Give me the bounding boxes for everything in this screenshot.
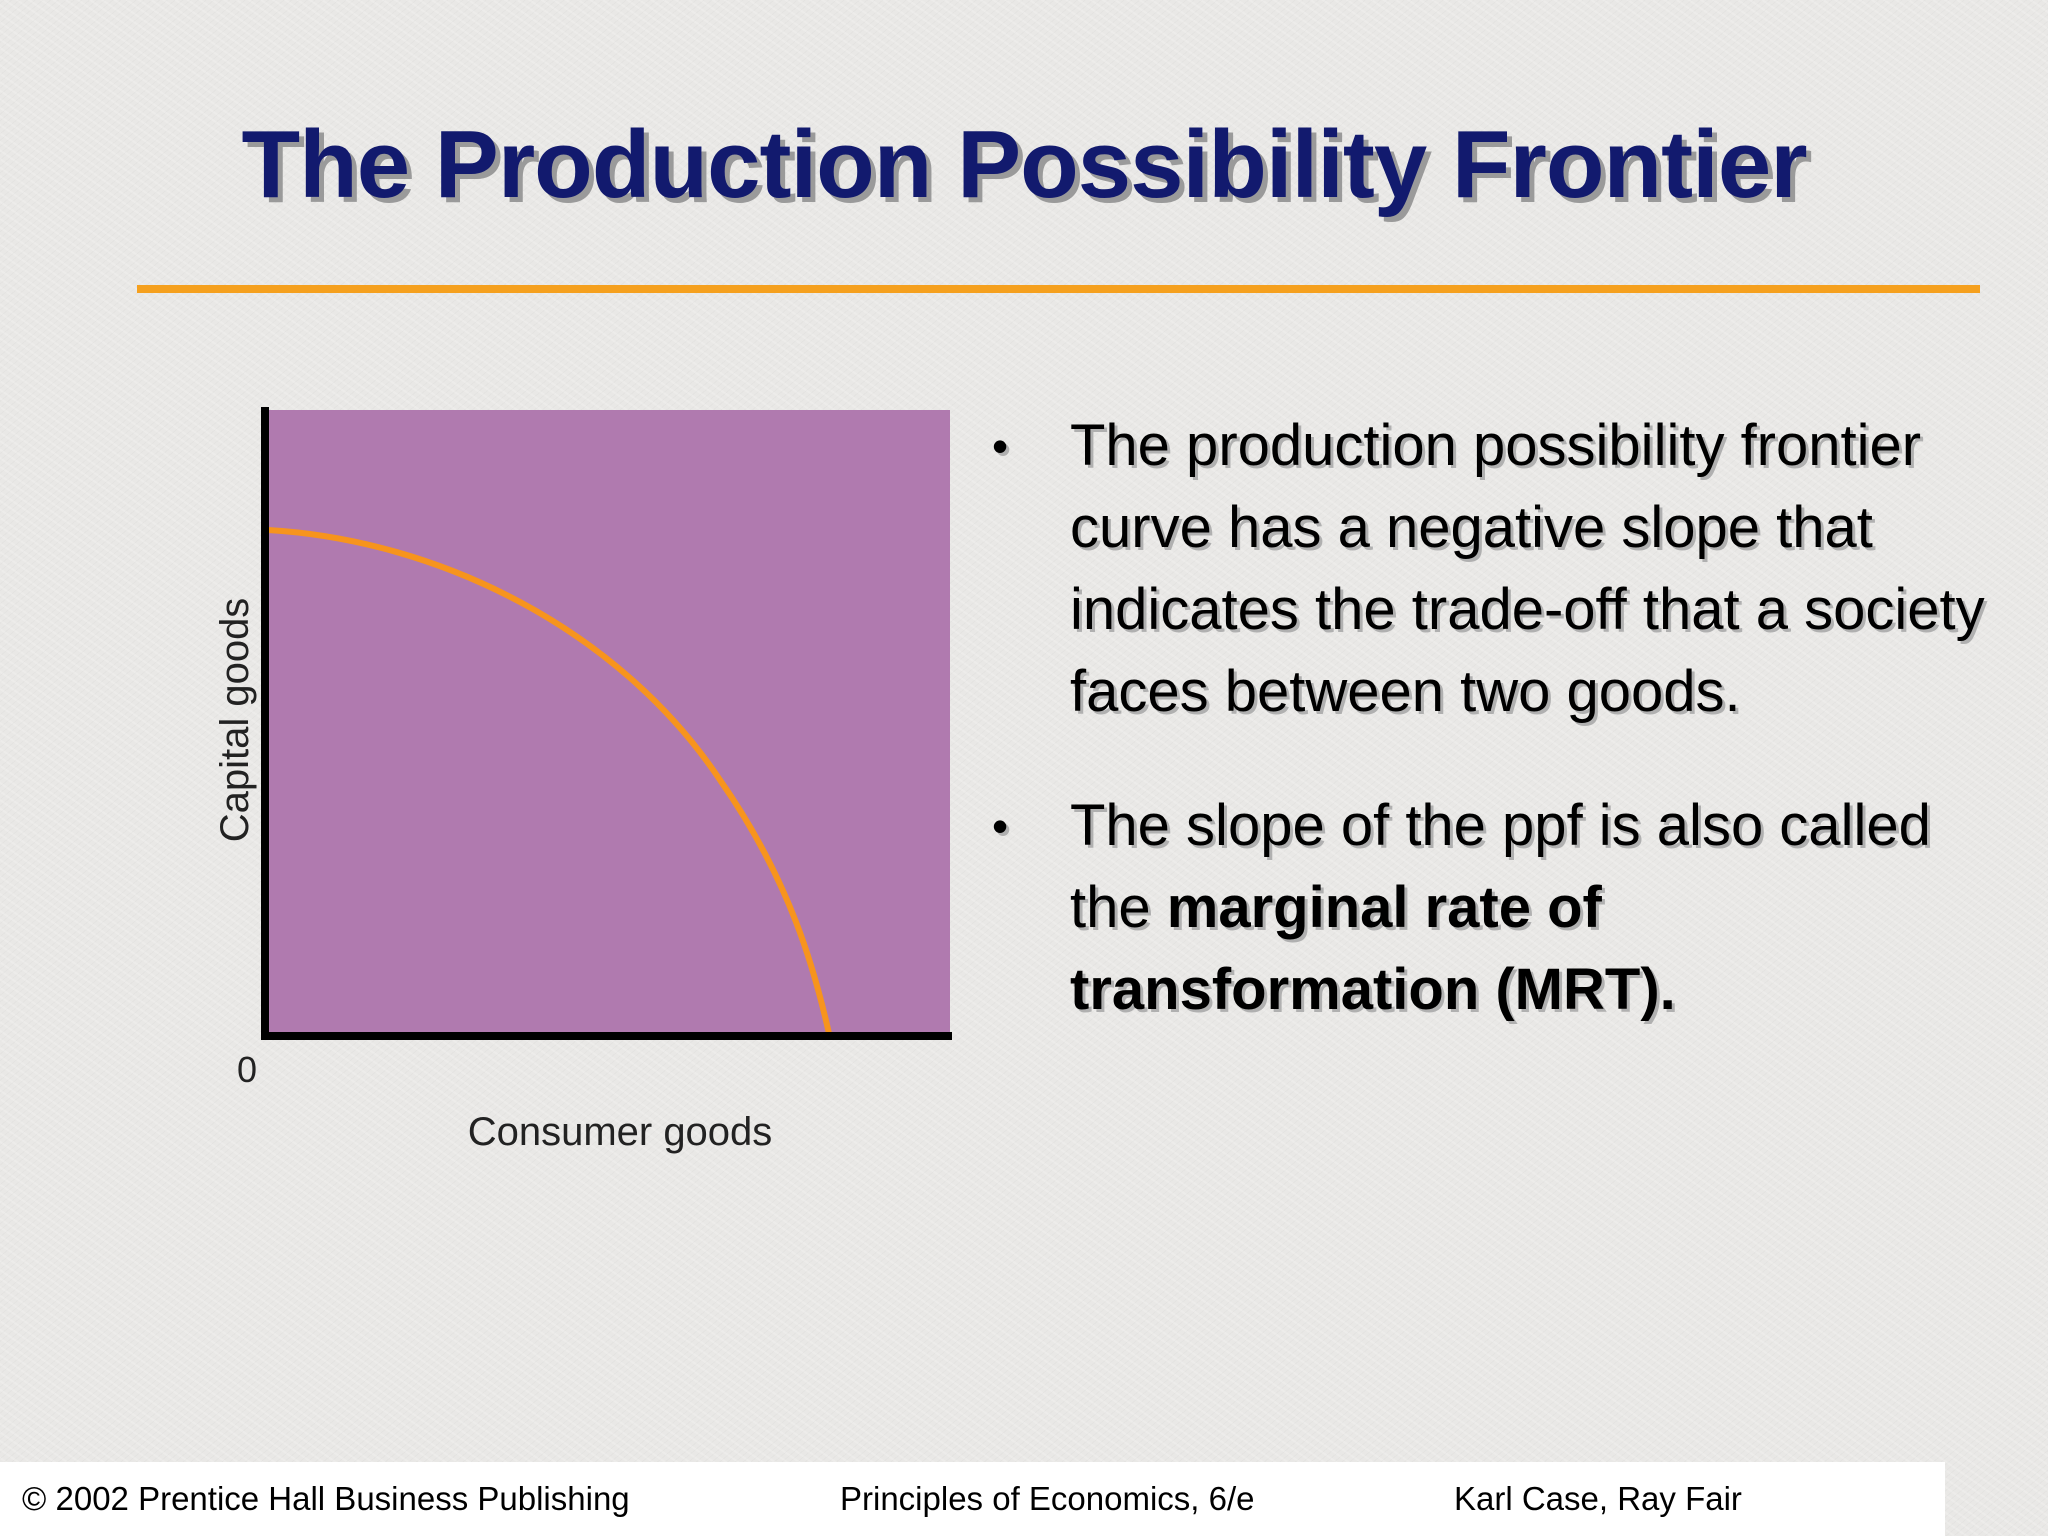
- title-divider: [137, 285, 1980, 293]
- bullet-text: The slope of the ppf is also called the: [1070, 793, 1931, 940]
- bullet-bold-term: marginal rate of transformation (MRT).: [1070, 875, 1676, 1022]
- y-axis-label: Capital goods: [213, 598, 257, 843]
- bullet-item: • The production possibility frontier cu…: [990, 405, 1990, 733]
- ppf-curve: [267, 527, 833, 1039]
- footer-copyright: © 2002 Prentice Hall Business Publishing: [22, 1480, 630, 1517]
- bullet-dot-icon: •: [992, 420, 1009, 472]
- x-axis-label: Consumer goods: [468, 1110, 773, 1154]
- footer: © 2002 Prentice Hall Business Publishing…: [0, 1462, 1945, 1536]
- origin-label: 0: [237, 1049, 257, 1090]
- ppf-diagram: 0 Consumer goods Capital goods: [100, 390, 980, 1180]
- plot-area: [265, 410, 950, 1035]
- slide-title: The Production Possibility Frontier: [241, 111, 1807, 218]
- bullet-list: • The production possibility frontier cu…: [990, 405, 1990, 1031]
- bullet-dot-icon: •: [992, 800, 1009, 852]
- ppf-svg: 0 Consumer goods Capital goods: [213, 407, 952, 1154]
- footer-authors: Karl Case, Ray Fair: [1454, 1480, 1742, 1517]
- bullet-text: The production possibility frontier curv…: [1070, 413, 1985, 724]
- bullet-item: • The slope of the ppf is also called th…: [990, 785, 1990, 1031]
- footer-book-title: Principles of Economics, 6/e: [840, 1480, 1255, 1517]
